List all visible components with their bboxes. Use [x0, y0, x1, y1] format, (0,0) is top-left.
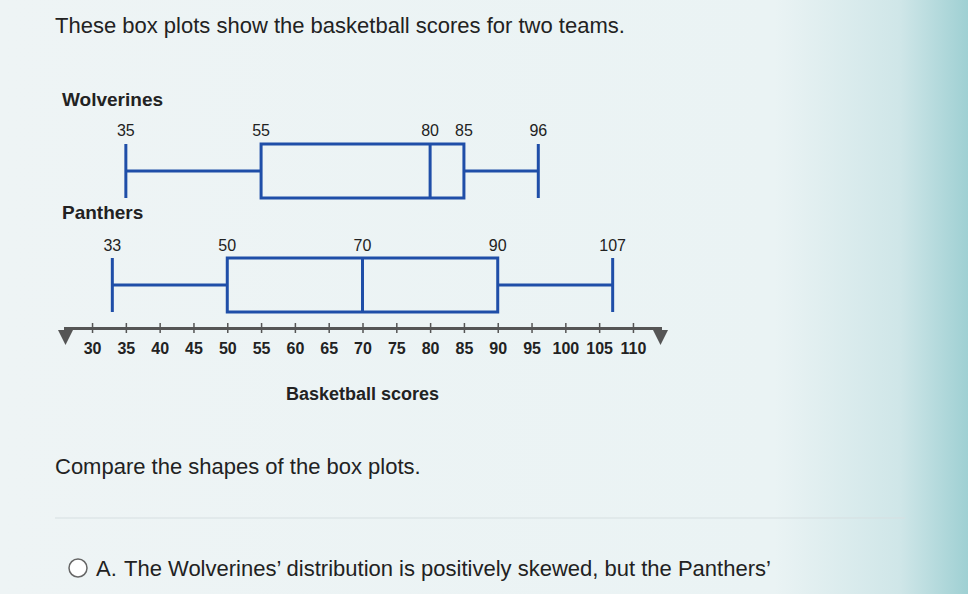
tick-label: 65: [320, 340, 338, 357]
data-label: 55: [252, 122, 270, 139]
box-plot: [112, 258, 612, 312]
tick-label: 45: [185, 340, 203, 357]
tick-label: 75: [388, 340, 406, 357]
tick-label: 105: [586, 340, 613, 357]
median: [429, 144, 432, 198]
labels: Wolverines 35 55 80 85 96 Panthers 33 50 70 90 107: [62, 89, 626, 254]
x-axis: 30 35 40 45 50 55 60 65 70 75 80 85 90 95 100 105 110: [66, 323, 661, 357]
tick: 90: [489, 323, 507, 357]
tick: 50: [219, 323, 237, 357]
tick: 70: [354, 323, 372, 357]
series-name: Panthers: [62, 202, 143, 223]
plot-area: [112, 144, 612, 312]
data-label: 90: [489, 237, 507, 254]
tick-mark: [633, 323, 635, 333]
option-letter: A.: [96, 556, 117, 581]
tick-mark: [261, 323, 263, 333]
tick-mark: [193, 323, 195, 333]
option-text: The Wolverines’ distribution is positive…: [124, 556, 771, 581]
whisker-high: [464, 170, 538, 173]
data-label: 107: [599, 237, 626, 254]
tick-mark: [227, 323, 229, 333]
tick-label: 85: [456, 340, 474, 357]
tick: 110: [621, 323, 647, 357]
tick-label: 35: [117, 340, 135, 357]
min-cap: [124, 144, 127, 198]
tick: 75: [388, 323, 406, 357]
tick: 55: [253, 323, 271, 357]
tick-mark: [159, 323, 161, 333]
data-label: 33: [103, 237, 121, 254]
tick-mark: [396, 323, 398, 333]
page: These box plots show the basketball scor…: [0, 0, 968, 594]
tick: 40: [151, 323, 169, 357]
tick-mark: [126, 323, 128, 333]
tick-label: 80: [422, 340, 440, 357]
max-cap: [611, 258, 614, 312]
radio[interactable]: [69, 559, 87, 577]
tick: 60: [286, 323, 304, 357]
max-cap: [537, 144, 540, 198]
tick-mark: [497, 323, 499, 333]
tick: 95: [523, 323, 541, 357]
tick: 105: [586, 323, 613, 357]
box: [227, 258, 497, 312]
tick-label: 110: [621, 340, 647, 357]
title: These box plots show the basketball scor…: [55, 13, 625, 38]
whisker-high: [498, 284, 613, 287]
tick-label: 70: [354, 340, 372, 357]
data-label: 35: [117, 122, 135, 139]
tick-mark: [328, 323, 330, 333]
tick: 80: [422, 323, 440, 357]
tick-label: 95: [523, 340, 541, 357]
tick-label: 60: [286, 340, 304, 357]
tick-label: 55: [253, 340, 271, 357]
median: [361, 258, 364, 312]
data-label: 85: [455, 122, 473, 139]
tick: 85: [456, 323, 474, 357]
min-cap: [111, 258, 114, 312]
data-label: 70: [354, 237, 372, 254]
whisker-low: [126, 170, 261, 173]
data-label: 50: [218, 237, 236, 254]
option[interactable]: A. The Wolverines’ distribution is positi…: [69, 556, 771, 581]
tick-mark: [362, 323, 364, 333]
tick-mark: [430, 323, 432, 333]
tick-mark: [531, 323, 533, 333]
tick: 45: [185, 323, 203, 357]
box-plot: [126, 144, 538, 198]
tick-label: 40: [151, 340, 169, 357]
whisker-low: [112, 284, 227, 287]
tick: 65: [320, 323, 338, 357]
tick-mark: [92, 323, 94, 333]
tick-mark: [599, 323, 601, 333]
tick-label: 50: [219, 340, 237, 357]
data-label: 80: [421, 122, 439, 139]
question: Compare the shapes of the box plots.: [55, 454, 421, 479]
tick: 30: [84, 323, 102, 357]
tick-label: 100: [552, 340, 579, 357]
x-axis-title: Basketball scores: [286, 384, 439, 404]
tick-label: 30: [84, 340, 102, 357]
tick-label: 90: [489, 340, 507, 357]
tick-mark: [565, 323, 567, 333]
tick: 35: [117, 323, 135, 357]
tick: 100: [552, 323, 579, 357]
data-label: 96: [529, 122, 547, 139]
box: [261, 144, 464, 198]
series-name: Wolverines: [62, 89, 163, 110]
tick-mark: [295, 323, 297, 333]
separator: [55, 518, 905, 519]
tick-mark: [464, 323, 466, 333]
